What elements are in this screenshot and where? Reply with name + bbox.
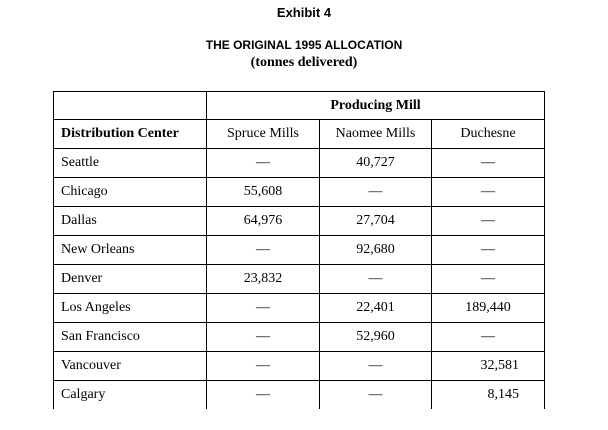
exhibit-label: Exhibit 4	[276, 5, 332, 20]
value-cell: 55,608	[206, 177, 320, 207]
table-column-header-row: Distribution Center Spruce Mills Naomee …	[53, 119, 545, 149]
table-row: San Francisco — 52,960 —	[53, 322, 545, 352]
value-cell: —	[206, 148, 320, 178]
value-cell: —	[431, 235, 545, 265]
table-row: Vancouver — — 32,581	[53, 351, 545, 381]
center-name: Dallas	[53, 206, 207, 236]
value-cell: 52,960	[319, 322, 432, 352]
page-title: THE ORIGINAL 1995 ALLOCATION	[205, 38, 403, 52]
mill-header-spruce: Spruce Mills	[206, 119, 320, 149]
value-cell: 8,145	[431, 380, 545, 409]
value-cell: 23,832	[206, 264, 320, 294]
distribution-center-header: Distribution Center	[53, 119, 207, 149]
center-name: Vancouver	[53, 351, 207, 381]
value-cell: —	[319, 177, 432, 207]
value-cell: —	[431, 322, 545, 352]
value-cell: 27,704	[319, 206, 432, 236]
center-name: Chicago	[53, 177, 207, 207]
mill-header-duchesne: Duchesne	[431, 119, 545, 149]
value-cell: —	[431, 148, 545, 178]
value-cell: —	[319, 351, 432, 381]
center-name: Denver	[53, 264, 207, 294]
table-row: New Orleans — 92,680 —	[53, 235, 545, 265]
value-cell: —	[431, 177, 545, 207]
value-cell: —	[431, 206, 545, 236]
value-cell: 32,581	[431, 351, 545, 381]
value-cell: 92,680	[319, 235, 432, 265]
empty-corner-cell	[53, 91, 207, 120]
table-group-header-row: Producing Mill	[53, 91, 545, 120]
value-cell: —	[319, 380, 432, 409]
value-cell: —	[206, 322, 320, 352]
table-row: Los Angeles — 22,401 189,440	[53, 293, 545, 323]
center-name: Calgary	[53, 380, 207, 409]
center-name: Los Angeles	[53, 293, 207, 323]
value-cell: —	[206, 380, 320, 409]
value-cell: 64,976	[206, 206, 320, 236]
value-cell: —	[206, 293, 320, 323]
table-row: Chicago 55,608 — —	[53, 177, 545, 207]
value-cell: —	[206, 351, 320, 381]
value-cell: —	[206, 235, 320, 265]
center-name: San Francisco	[53, 322, 207, 352]
value-cell: —	[431, 264, 545, 294]
table-row: Denver 23,832 — —	[53, 264, 545, 294]
table-row: Dallas 64,976 27,704 —	[53, 206, 545, 236]
table-row: Seattle — 40,727 —	[53, 148, 545, 178]
allocation-table: Producing Mill Distribution Center Spruc…	[53, 91, 545, 409]
mill-header-naomee: Naomee Mills	[319, 119, 432, 149]
center-name: Seattle	[53, 148, 207, 178]
value-cell: —	[319, 264, 432, 294]
value-cell: 189,440	[431, 293, 545, 323]
producing-mill-header: Producing Mill	[206, 91, 545, 120]
value-cell: 40,727	[319, 148, 432, 178]
center-name: New Orleans	[53, 235, 207, 265]
page-subtitle: (tonnes delivered)	[250, 55, 358, 70]
table-row: Calgary — — 8,145	[53, 380, 545, 409]
value-cell: 22,401	[319, 293, 432, 323]
